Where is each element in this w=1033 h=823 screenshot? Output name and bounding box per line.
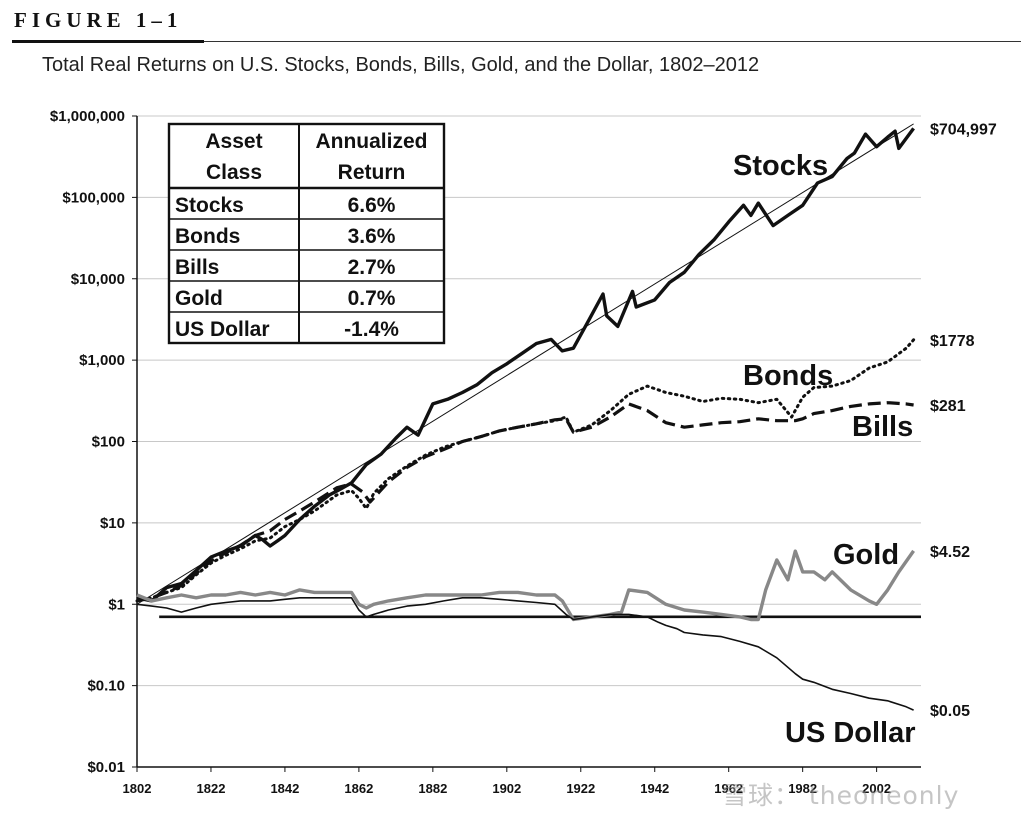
table-frame bbox=[167, 122, 446, 345]
y-tick-label: $1 bbox=[108, 596, 125, 613]
returns-table: Asset Class Annualized Return Stocks 6.6% Bond… bbox=[167, 122, 446, 345]
table-cell-return: 6.6% bbox=[348, 194, 396, 217]
end-label-bills: $281 bbox=[930, 398, 966, 415]
x-tick-label: 1922 bbox=[566, 781, 595, 796]
figure-rule-thin bbox=[204, 41, 1021, 42]
y-tick-label: $100 bbox=[92, 434, 125, 451]
x-tick-label: 1942 bbox=[640, 781, 669, 796]
x-tick-labels: 1802 1822 1842 1862 1882 1902 1922 1942 1962 1982… bbox=[123, 781, 892, 796]
table-header-cell: Return bbox=[338, 161, 406, 184]
y-tick-label: $10 bbox=[100, 515, 125, 532]
table-header-cell: Asset bbox=[205, 130, 262, 153]
y-tick-label: $0.01 bbox=[87, 759, 125, 776]
table-cell-return: 3.6% bbox=[348, 225, 396, 248]
end-label-stocks: $704,997 bbox=[930, 121, 997, 138]
series-name-bonds: Bonds bbox=[743, 360, 833, 392]
figure-caption: Total Real Returns on U.S. Stocks, Bonds… bbox=[42, 54, 760, 76]
reference-lines bbox=[136, 123, 921, 619]
end-label-gold: $4.52 bbox=[930, 544, 970, 561]
series-name-us-dollar: US Dollar bbox=[785, 717, 916, 749]
table-cell-asset: Bills bbox=[175, 256, 219, 279]
figure-rule-thick bbox=[12, 40, 204, 43]
table-cell-asset: US Dollar bbox=[175, 318, 270, 341]
series-line-stocks bbox=[136, 127, 915, 603]
x-tick-label: 1882 bbox=[418, 781, 447, 796]
figure-label: FIGURE 1–1 bbox=[14, 8, 183, 32]
x-tick-label: 1962 bbox=[714, 781, 743, 796]
table-cell-asset: Stocks bbox=[175, 194, 244, 217]
series-line-gold bbox=[136, 549, 915, 622]
y-tick-label: $0.10 bbox=[87, 678, 125, 695]
watermark-text: 雪球： theoneonly bbox=[722, 781, 960, 810]
series-line-bills bbox=[136, 401, 914, 603]
series-name-gold: Gold bbox=[833, 539, 899, 571]
series-name-bills: Bills bbox=[852, 411, 913, 443]
y-tick-label: $100,000 bbox=[62, 189, 125, 206]
series-name-stocks: Stocks bbox=[733, 150, 828, 182]
end-labels: $704,997 $1778 $281 $4.52 $0.05 bbox=[930, 121, 997, 720]
y-tick-label: $1,000 bbox=[79, 352, 125, 369]
series-lines bbox=[135, 127, 916, 711]
y-tick-label: $10,000 bbox=[71, 271, 125, 288]
stocks-trend-line bbox=[136, 123, 914, 605]
table-cell-return: -1.4% bbox=[344, 318, 399, 341]
end-label-us-dollar: $0.05 bbox=[930, 703, 970, 720]
end-label-bonds: $1778 bbox=[930, 333, 975, 350]
x-tick-label: 1802 bbox=[123, 781, 152, 796]
table-header-cell: Annualized bbox=[315, 130, 427, 153]
x-tick-label: 1842 bbox=[270, 781, 299, 796]
y-tick-labels: $1,000,000 $100,000 $10,000 $1,000 $100 $10 $1… bbox=[50, 108, 125, 776]
series-name-labels: Stocks Bonds Bills Gold US Dollar bbox=[733, 150, 916, 749]
x-tick-label: 1982 bbox=[788, 781, 817, 796]
table-cell-asset: Bonds bbox=[175, 225, 240, 248]
table-header-cell: Class bbox=[206, 161, 262, 184]
x-tick-label: 1822 bbox=[197, 781, 226, 796]
table-cell-return: 0.7% bbox=[348, 287, 396, 310]
table-cell-return: 2.7% bbox=[348, 256, 396, 279]
x-tick-label: 2002 bbox=[862, 781, 891, 796]
y-tick-label: $1,000,000 bbox=[50, 108, 125, 125]
series-line-us-dollar bbox=[136, 596, 914, 711]
table-cell-asset: Gold bbox=[175, 287, 223, 310]
axes bbox=[132, 115, 921, 772]
series-line-bonds bbox=[135, 338, 916, 603]
x-tick-label: 1902 bbox=[492, 781, 521, 796]
x-tick-label: 1862 bbox=[344, 781, 373, 796]
